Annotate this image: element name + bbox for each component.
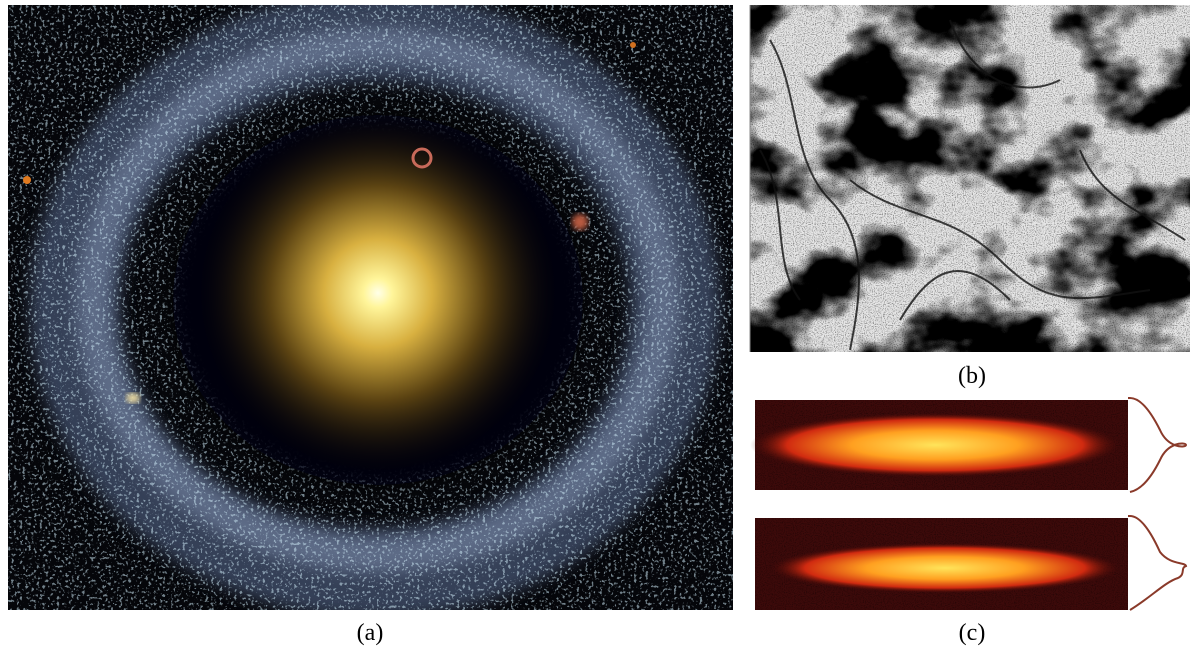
caption: (a) (357, 620, 384, 646)
caption: (c) (959, 620, 986, 646)
cloud-image-top (750, 397, 1188, 493)
microscopy-image (749, 5, 1190, 352)
galaxy-image (8, 5, 733, 610)
cloud-image-bottom (755, 515, 1188, 611)
caption: (b) (958, 363, 986, 389)
